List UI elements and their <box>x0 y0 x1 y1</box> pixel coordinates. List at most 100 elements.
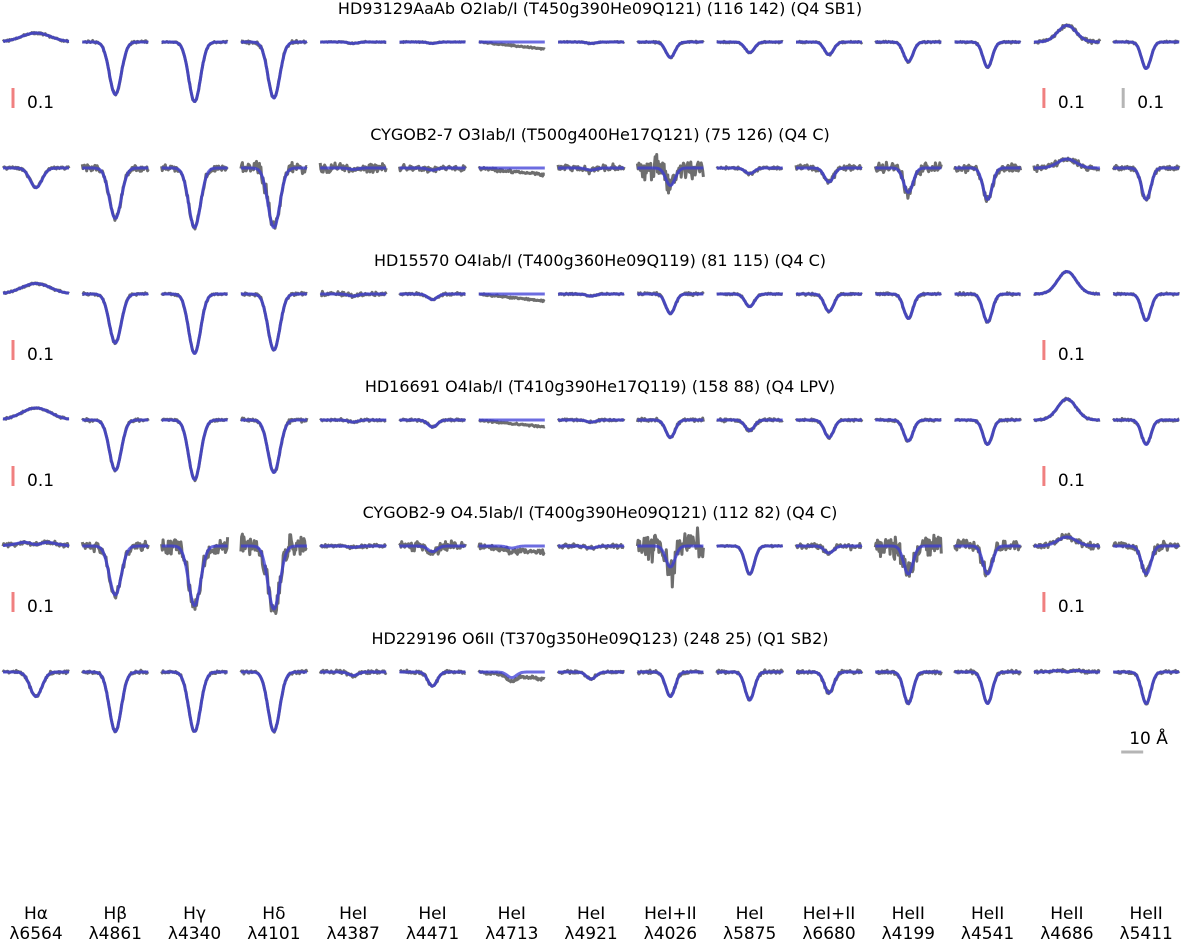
model-spectrum-line <box>874 544 943 576</box>
observed-spectrum-line <box>240 38 308 100</box>
observed-spectrum-line <box>160 39 229 104</box>
model-spectrum-line <box>240 292 308 352</box>
column-label-line: HeII <box>1130 904 1163 924</box>
observed-spectrum-line <box>477 669 546 684</box>
column-label-line: HeII <box>892 904 925 924</box>
observed-spectrum-line <box>1112 416 1180 446</box>
observed-spectrum-line <box>636 668 705 699</box>
model-spectrum-line <box>160 670 229 733</box>
model-spectrum-line <box>319 670 387 677</box>
model-spectrum-line <box>160 418 229 481</box>
column-label-wavelength: λ4340 <box>168 924 221 942</box>
model-spectrum-line <box>240 418 308 474</box>
observed-spectrum-line <box>1 165 71 190</box>
model-spectrum-line <box>795 166 863 184</box>
model-spectrum-line <box>1112 292 1180 322</box>
model-spectrum-line <box>81 670 150 733</box>
model-spectrum-line <box>319 40 387 45</box>
model-spectrum-line <box>715 166 784 176</box>
observed-spectrum-line <box>80 539 150 600</box>
star-title: HD15570 O4Iab/I (T400g360He09Q119) (81 1… <box>374 251 826 270</box>
model-spectrum-line <box>874 166 943 194</box>
model-spectrum-line <box>1033 157 1101 170</box>
observed-spectrum-line <box>874 417 943 443</box>
observed-spectrum-line <box>874 39 943 64</box>
model-spectrum-line <box>2 406 70 421</box>
model-spectrum-line <box>319 418 387 424</box>
model-spectrum-line <box>953 292 1022 324</box>
column-label-line: HeI <box>498 904 526 924</box>
model-spectrum-line <box>636 418 705 439</box>
model-spectrum-line <box>1033 24 1101 44</box>
model-spectrum-line <box>557 670 625 681</box>
column-label-wavelength: λ4387 <box>327 924 380 942</box>
model-spectrum-line <box>398 670 467 688</box>
column-label-wavelength: λ4921 <box>564 924 617 942</box>
column-label-wavelength: λ4861 <box>89 924 142 942</box>
model-spectrum-line <box>1033 397 1101 422</box>
model-spectrum-line <box>1112 544 1180 576</box>
observed-spectrum-line <box>953 417 1022 446</box>
observed-spectrum-line <box>160 417 229 483</box>
observed-spectrum-line <box>81 291 150 346</box>
model-spectrum-line <box>398 544 467 554</box>
model-spectrum-line <box>795 418 863 439</box>
model-spectrum-line <box>240 40 308 100</box>
observed-spectrum-line <box>1112 669 1181 706</box>
model-spectrum-line <box>557 166 625 172</box>
column-label-line: HeI+II <box>803 904 856 924</box>
star-title: HD16691 O4Iab/I (T410g390He17Q119) (158 … <box>365 377 835 396</box>
observed-spectrum-line <box>1 668 70 699</box>
observed-spectrum-line <box>794 417 864 440</box>
column-label-line: HeII <box>971 904 1004 924</box>
observed-spectrum-line <box>873 533 943 578</box>
observed-spectrum-line <box>160 291 229 355</box>
model-spectrum-line <box>874 418 943 443</box>
observed-spectrum-line <box>635 526 705 589</box>
column-label-wavelength: λ4101 <box>247 924 300 942</box>
column-label-wavelength: λ4026 <box>644 924 697 942</box>
column-label-line: HeI <box>577 904 605 924</box>
flux-scale-label: 0.1 <box>27 597 54 617</box>
model-spectrum-line <box>1112 166 1180 201</box>
model-spectrum-line <box>557 544 625 550</box>
observed-spectrum-line <box>1112 291 1181 322</box>
observed-spectrum-line <box>239 668 309 734</box>
model-spectrum-line <box>478 670 546 680</box>
model-spectrum-line <box>715 418 784 432</box>
model-spectrum-line <box>160 166 229 229</box>
model-spectrum-line <box>160 40 229 103</box>
model-spectrum-line <box>715 292 784 309</box>
star-title: CYGOB2-9 O4.5Iab/I (T400g390He09Q121) (1… <box>363 503 838 522</box>
model-spectrum-line <box>557 40 625 45</box>
model-spectrum-line <box>1112 418 1180 446</box>
column-label-line: HeI <box>736 904 764 924</box>
model-spectrum-line <box>398 292 467 302</box>
model-spectrum-line <box>240 670 308 733</box>
observed-spectrum-line <box>160 537 230 611</box>
observed-spectrum-line <box>715 668 785 702</box>
model-spectrum-line <box>2 540 70 547</box>
model-spectrum-line <box>2 166 70 190</box>
model-spectrum-line <box>240 166 308 229</box>
star-row: CYGOB2-9 O4.5Iab/I (T400g390He09Q121) (1… <box>1 503 1181 617</box>
wavelength-scale-label: 10 Å <box>1129 727 1168 749</box>
flux-scale-label: 0.1 <box>1137 93 1164 113</box>
star-row: CYGOB2-7 O3Iab/I (T500g400He17Q121) (75 … <box>1 125 1181 231</box>
model-spectrum-line <box>795 292 863 313</box>
model-spectrum-line <box>557 418 625 424</box>
model-spectrum-line <box>953 670 1022 705</box>
observed-spectrum-line <box>636 291 705 316</box>
observed-spectrum-line <box>160 163 229 231</box>
model-spectrum-line <box>240 544 308 611</box>
column-label-line: HeI <box>418 904 446 924</box>
model-spectrum-line <box>795 40 863 57</box>
observed-spectrum-line <box>1111 163 1181 202</box>
column-label-wavelength: λ4541 <box>961 924 1014 942</box>
model-spectrum-line <box>953 166 1022 201</box>
observed-spectrum-line <box>636 39 705 60</box>
column-label-line: HeII <box>1050 904 1083 924</box>
model-spectrum-line <box>398 40 467 45</box>
model-spectrum-line <box>1033 270 1101 296</box>
column-label-wavelength: λ4713 <box>485 924 538 942</box>
